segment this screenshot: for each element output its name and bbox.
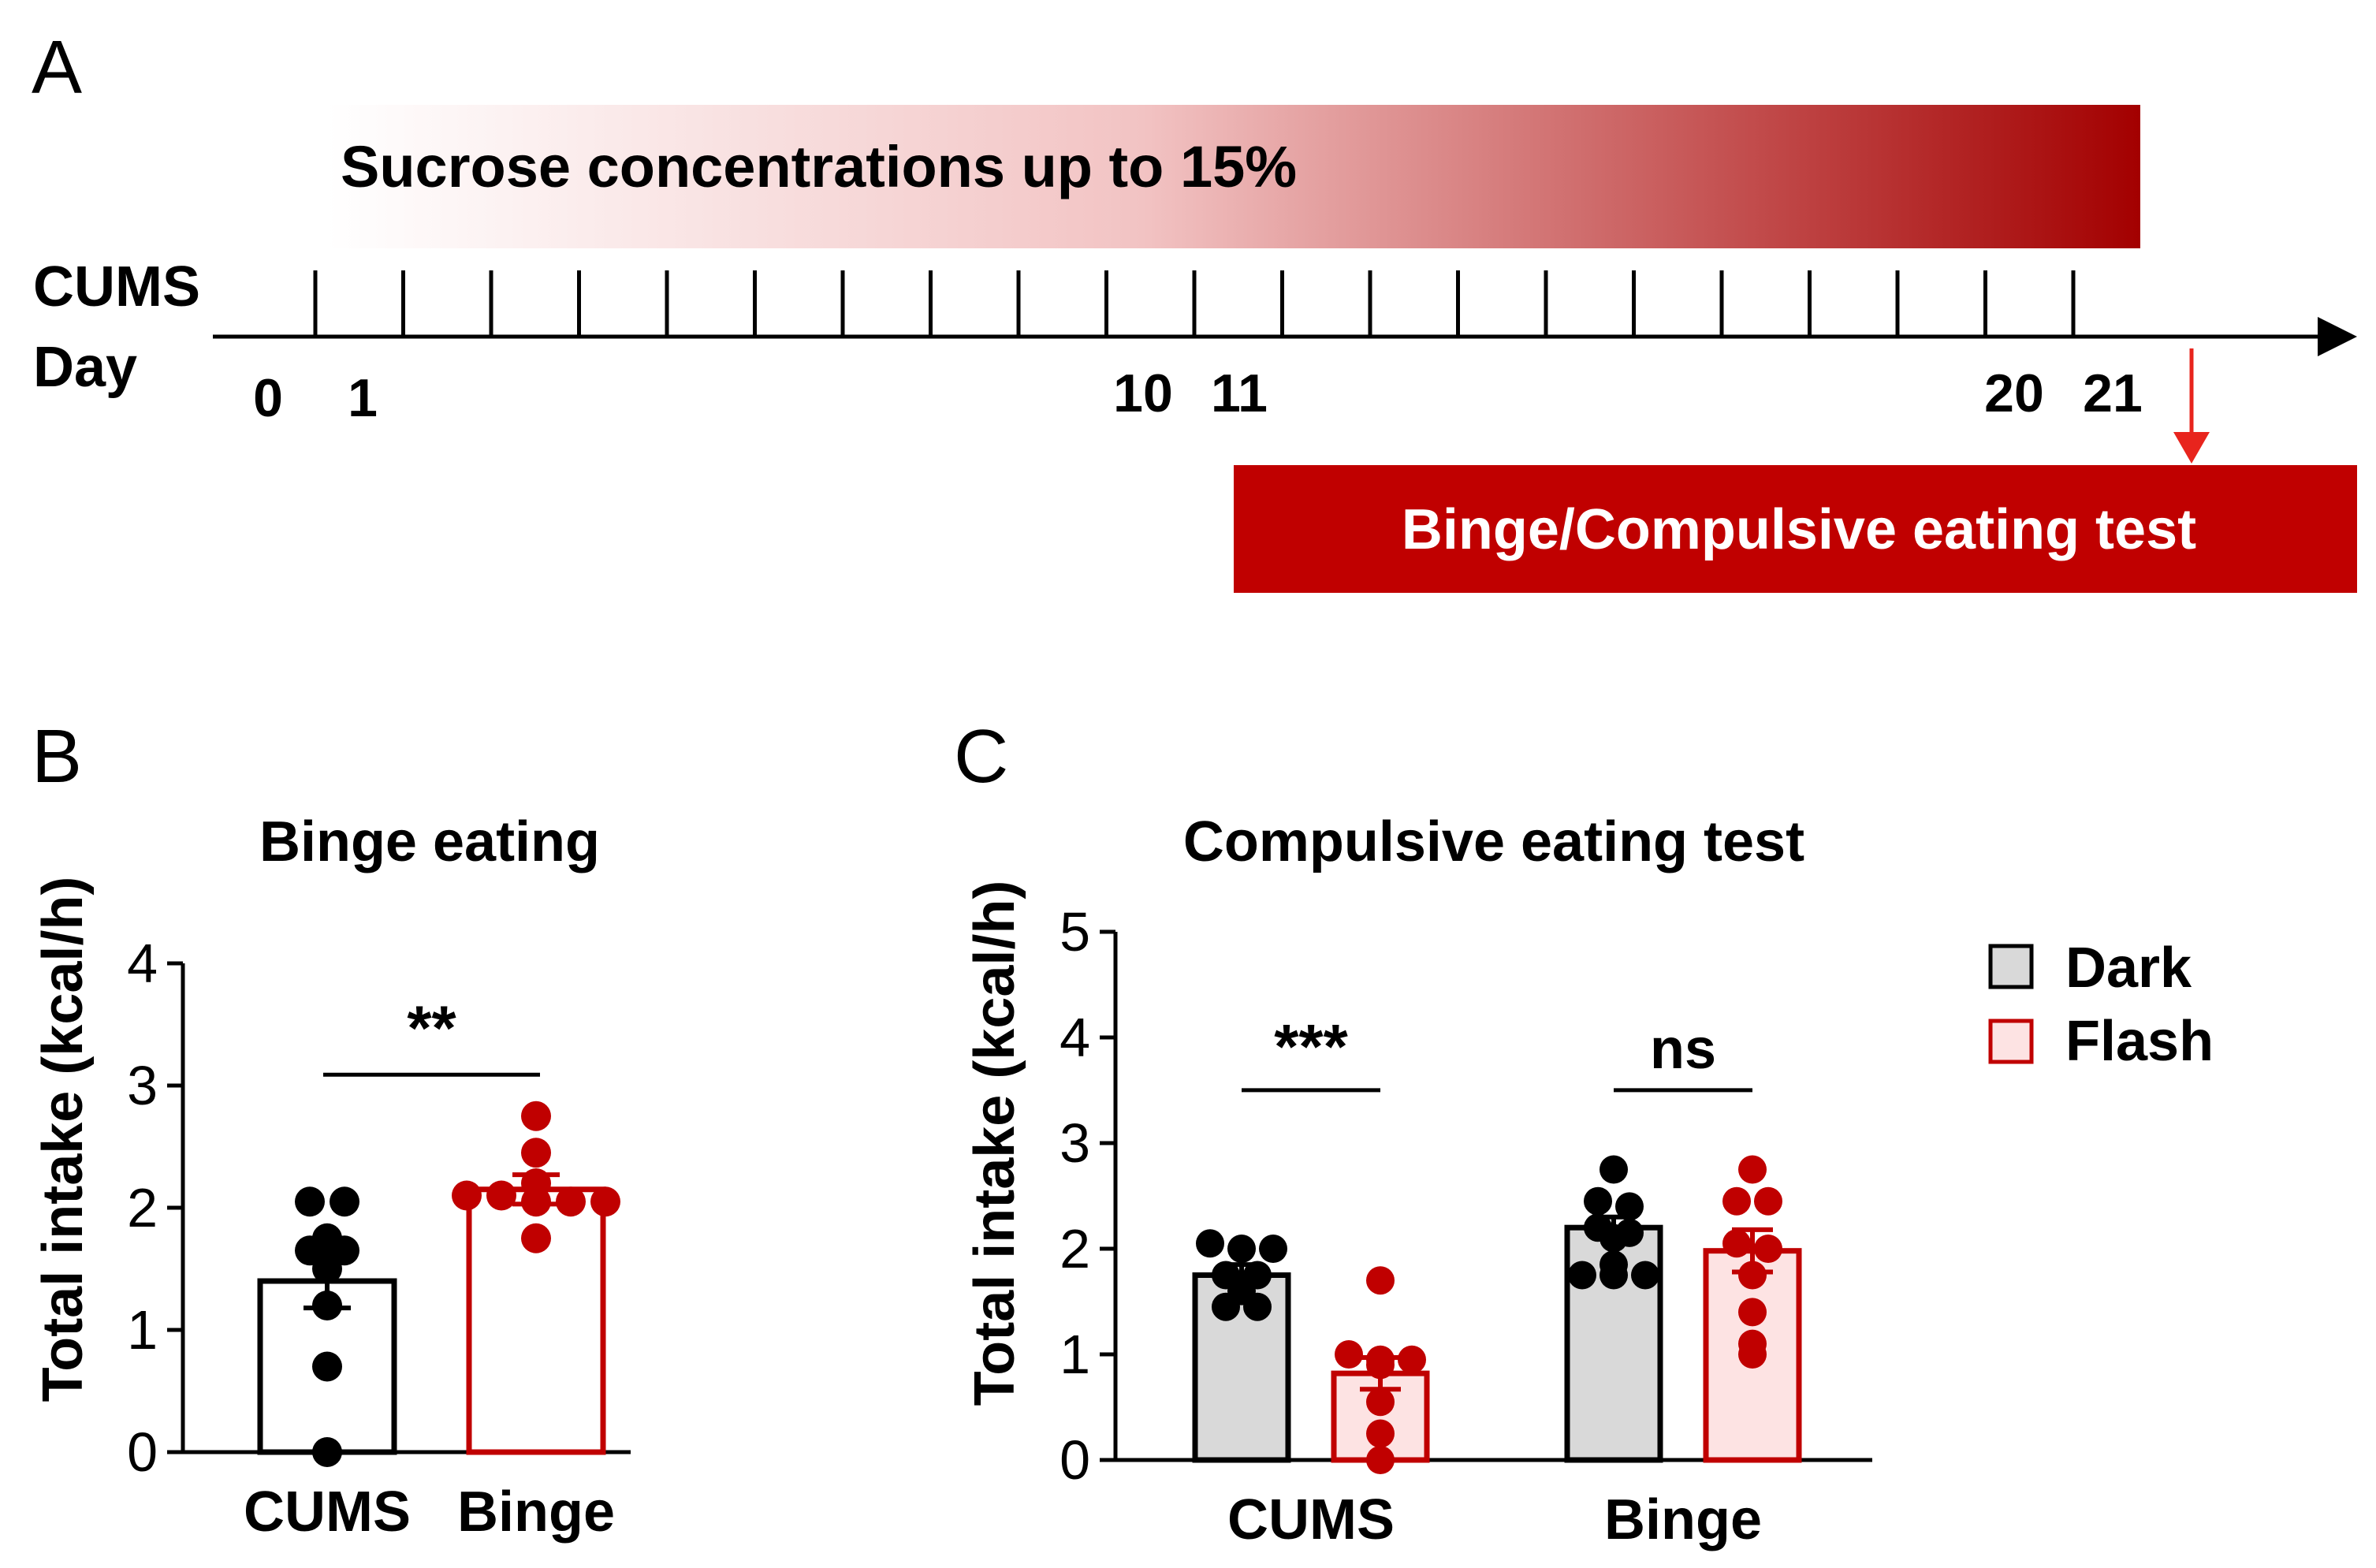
chart-c-data-point <box>1738 1340 1767 1369</box>
chart-b-data-point <box>330 1186 359 1217</box>
chart-c-data-point <box>1615 1192 1644 1221</box>
chart-c-significance-label: ns <box>1650 1018 1716 1081</box>
chart-c-data-point <box>1366 1266 1395 1295</box>
chart-c-data-point <box>1335 1340 1363 1369</box>
chart-c-y-tick-label: 4 <box>1060 1007 1090 1068</box>
day-label: 10 <box>1113 363 1173 423</box>
timeline-label-cums: CUMS <box>33 255 200 318</box>
chart-c-data-point <box>1398 1345 1426 1374</box>
chart-b-title: Binge eating <box>259 810 600 873</box>
legend-swatch-dark <box>1988 944 2034 989</box>
chart-b-y-tick-label: 2 <box>127 1177 158 1238</box>
chart-b-y-tick-label: 0 <box>127 1421 158 1483</box>
panel-a: A Sucrose concentrations up to 15% CUMS … <box>32 25 2357 593</box>
chart-c-data-point <box>1754 1186 1782 1216</box>
chart-b-y-tick-label: 3 <box>127 1055 158 1116</box>
chart-c-data-point <box>1631 1261 1659 1290</box>
chart-c-data-point <box>1196 1229 1224 1258</box>
chart-b-plot: 0 1 2 3 4 CUMS Binge ** <box>127 933 631 1544</box>
chart-c-data-point <box>1568 1261 1596 1290</box>
chart-c-category-label: Binge <box>1604 1488 1762 1551</box>
chart-c-data-point <box>1243 1292 1272 1321</box>
chart-c-ylabel: Total intake (kcal/h) <box>963 881 1026 1406</box>
panel-b-letter: B <box>32 714 82 799</box>
chart-b-ylabel: Total intake (kcal/h) <box>32 877 95 1402</box>
legend: Dark Flash <box>1988 937 2214 1073</box>
chart-b-y-tick-label: 4 <box>127 933 158 994</box>
test-arrow-head <box>2173 432 2210 464</box>
chart-c-data-point <box>1227 1235 1256 1263</box>
chart-b-data-point <box>486 1180 516 1211</box>
chart-c-data-point <box>1738 1261 1767 1290</box>
chart-b-data-point <box>312 1253 342 1284</box>
day-label: 21 <box>2083 363 2143 423</box>
test-bar <box>1234 465 2357 593</box>
timeline-ticks <box>313 270 2076 337</box>
chart-b-data-point <box>312 1291 342 1320</box>
chart-b-data-point <box>590 1186 620 1217</box>
chart-b-data-point <box>295 1186 325 1217</box>
chart-c-title: Compulsive eating test <box>1183 810 1804 873</box>
timeline-label-day: Day <box>33 336 137 399</box>
panel-a-letter: A <box>32 25 82 110</box>
chart-b-data-point <box>521 1223 551 1253</box>
chart-c-data-point <box>1600 1155 1628 1184</box>
day-label: 0 <box>253 368 283 428</box>
chart-c-data-point <box>1600 1261 1628 1290</box>
chart-c-data-point <box>1738 1155 1767 1184</box>
chart-c-data-point <box>1366 1446 1395 1474</box>
chart-b-data-point <box>312 1437 342 1467</box>
chart-c-category-label: CUMS <box>1227 1488 1395 1551</box>
chart-c-data-point <box>1722 1229 1751 1258</box>
sucrose-label: Sucrose concentrations up to 15% <box>341 134 1297 199</box>
chart-b-data-point <box>312 1351 342 1382</box>
timeline-arrowhead <box>2318 317 2357 356</box>
panel-b: B Binge eating Total intake (kcal/h) 0 1 2… <box>32 714 631 1544</box>
chart-c-y-tick-label: 3 <box>1060 1112 1090 1174</box>
chart-c-plot: 0 1 2 3 4 5 CUMS Binge *** ns <box>1060 901 1872 1551</box>
chart-c-significance-label: *** <box>1274 1011 1348 1082</box>
chart-c-y-tick-label: 1 <box>1060 1324 1090 1385</box>
day-label: 1 <box>348 368 378 428</box>
chart-b-data-point <box>556 1186 586 1217</box>
legend-label-flash: Flash <box>2065 1010 2214 1073</box>
day-label: 20 <box>1984 363 2044 423</box>
chart-b-data-point <box>452 1180 482 1211</box>
chart-c-y-tick-label: 5 <box>1060 901 1090 963</box>
chart-c-data-point <box>1212 1292 1240 1321</box>
chart-c-y-tick-label: 2 <box>1060 1218 1090 1279</box>
chart-b-category-label: Binge <box>457 1480 615 1544</box>
panel-c-letter: C <box>954 714 1008 799</box>
chart-c-data-point <box>1259 1235 1287 1263</box>
chart-c-data-point <box>1738 1298 1767 1327</box>
day-label: 11 <box>1211 363 1268 423</box>
chart-c-data-point <box>1722 1186 1751 1216</box>
panel-c: C Compulsive eating test Total intake (k… <box>954 714 2214 1551</box>
chart-c-data-point <box>1584 1186 1612 1216</box>
chart-c-y-tick-label: 0 <box>1060 1429 1090 1491</box>
legend-swatch-flash <box>1988 1019 2034 1064</box>
test-label: Binge/Compulsive eating test <box>1402 498 2196 561</box>
chart-b-category-label: CUMS <box>244 1480 411 1544</box>
legend-label-dark: Dark <box>2065 937 2192 1000</box>
chart-c-data-point <box>1366 1387 1395 1417</box>
chart-b-data-point <box>521 1138 551 1168</box>
chart-c-data-point <box>1366 1350 1395 1380</box>
chart-b-data-point <box>521 1101 551 1131</box>
chart-b-y-tick-label: 1 <box>127 1299 158 1361</box>
chart-c-data-point <box>1366 1419 1395 1448</box>
chart-c-data-point <box>1754 1235 1782 1263</box>
chart-b-data-point <box>521 1186 551 1217</box>
sucrose-gradient-bar <box>327 105 2140 248</box>
chart-b-significance-label: ** <box>407 993 456 1063</box>
chart-c-data-point <box>1600 1223 1628 1253</box>
